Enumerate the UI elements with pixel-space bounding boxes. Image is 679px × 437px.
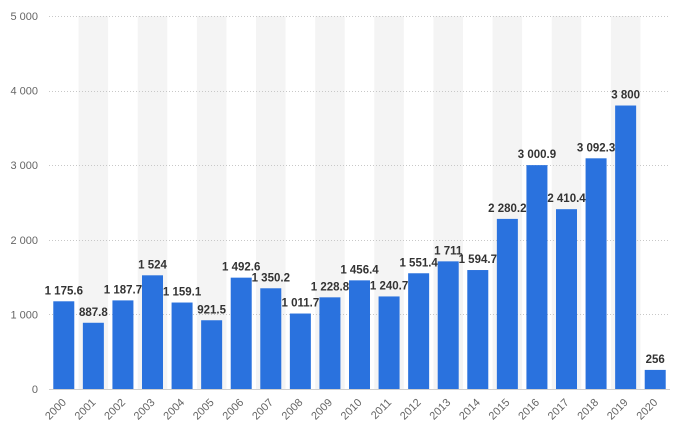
x-tick-label: 2003 [132, 397, 158, 423]
bar-2007[interactable] [260, 288, 282, 389]
y-tick-label: 5 000 [10, 11, 38, 23]
data-labels: 1 175.6 887.8 1 187.7 1 524 1 159.1 921.5 1 49… [45, 90, 665, 366]
data-label: 2 410.4 [547, 193, 586, 205]
x-tick-label: 2015 [487, 397, 513, 423]
x-tick-label: 2002 [102, 397, 128, 423]
data-label: 3 800 [611, 90, 640, 102]
data-label: 1 187.7 [104, 284, 142, 296]
bar-2012[interactable] [408, 273, 430, 389]
x-tick-label: 2020 [635, 397, 661, 423]
bar-2011[interactable] [378, 296, 400, 389]
x-axis-ticks: 2000 2001 2002 2003 2004 2005 2006 2007 2008 2009… [43, 397, 660, 423]
x-tick-label: 2001 [73, 397, 99, 423]
bar-2020[interactable] [644, 369, 666, 389]
x-tick-label: 2013 [428, 397, 454, 423]
bar-2006[interactable] [230, 277, 252, 389]
y-tick-label: 4 000 [10, 86, 38, 98]
bar-2005[interactable] [201, 320, 223, 389]
bar-2018[interactable] [585, 158, 607, 389]
x-tick-label: 2010 [339, 397, 365, 423]
x-tick-label: 2006 [221, 397, 247, 423]
bars [53, 105, 666, 390]
data-label: 887.8 [79, 307, 108, 319]
data-label: 1 350.2 [252, 272, 290, 284]
bar-2015[interactable] [496, 218, 518, 389]
data-label: 1 175.6 [45, 285, 83, 297]
y-tick-label: 3 000 [10, 160, 38, 172]
x-tick-label: 2007 [250, 397, 276, 423]
bar-2010[interactable] [349, 280, 370, 389]
bar-2009[interactable] [319, 297, 341, 389]
bar-2001[interactable] [82, 322, 104, 389]
bar-2008[interactable] [289, 313, 311, 389]
bar-2000[interactable] [53, 301, 75, 389]
bar-2016[interactable] [526, 165, 548, 389]
data-label: 1 159.1 [163, 287, 202, 299]
x-tick-label: 2014 [457, 397, 483, 423]
x-tick-label: 2018 [575, 397, 601, 423]
data-label: 1 228.8 [311, 281, 350, 293]
x-tick-label: 2017 [546, 397, 572, 423]
bar-2003[interactable] [142, 275, 163, 389]
y-tick-label: 1 000 [10, 309, 38, 321]
x-tick-label: 2012 [398, 397, 424, 423]
data-label: 1 240.7 [370, 280, 408, 292]
bar-2014[interactable] [467, 270, 489, 389]
data-label: 1 594.7 [459, 254, 497, 266]
data-label: 1 524 [138, 259, 167, 271]
x-tick-label: 2004 [161, 397, 187, 423]
data-label: 921.5 [197, 304, 226, 316]
data-label: 256 [646, 354, 665, 366]
data-label: 1 711 [434, 245, 463, 257]
x-tick-label: 2016 [516, 397, 542, 423]
y-tick-label: 2 000 [10, 235, 38, 247]
bar-2004[interactable] [171, 302, 193, 389]
bar-2002[interactable] [112, 300, 134, 389]
x-tick-label: 2008 [280, 397, 306, 423]
x-tick-label: 2019 [605, 397, 631, 423]
x-tick-label: 2005 [191, 397, 217, 423]
data-label: 3 092.3 [577, 142, 615, 154]
data-label: 1 492.6 [222, 262, 260, 274]
data-label: 1 551.4 [399, 257, 438, 269]
bar-2013[interactable] [437, 261, 459, 389]
data-label: 2 280.2 [488, 203, 526, 215]
y-tick-label: 0 [32, 384, 38, 396]
x-tick-label: 2011 [369, 397, 394, 422]
data-label: 3 000.9 [518, 149, 556, 161]
grid-lines [49, 16, 670, 390]
bar-2019[interactable] [615, 105, 637, 390]
data-label: 1 011.7 [281, 298, 319, 310]
x-tick-label: 2009 [309, 397, 335, 423]
y-axis-ticks: 0 1 000 2 000 3 000 4 000 5 000 [10, 11, 38, 396]
x-tick-label: 2000 [43, 397, 69, 423]
data-label: 1 456.4 [340, 264, 379, 276]
bar-2017[interactable] [556, 209, 577, 389]
